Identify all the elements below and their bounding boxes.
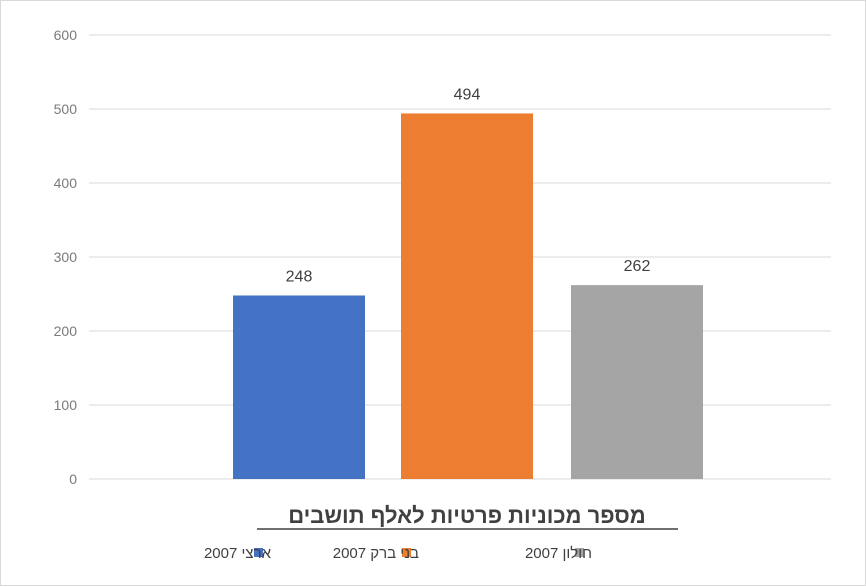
bar-2 <box>401 113 533 479</box>
y-tick-label: 100 <box>54 397 78 413</box>
bar-3 <box>571 285 703 479</box>
data-label-2: 494 <box>454 86 481 103</box>
legend-label-1: ארצי 2007 <box>204 545 272 562</box>
y-axis-ticks: 0 100 200 300 400 500 600 <box>54 27 78 487</box>
bar-1 <box>233 295 365 479</box>
legend-swatch-3 <box>575 548 584 557</box>
bars <box>233 113 703 479</box>
data-label-3: 262 <box>624 258 651 275</box>
y-tick-label: 200 <box>54 323 78 339</box>
y-tick-label: 600 <box>54 27 78 43</box>
chart-title: מספר מכוניות פרטיות לאלף תושבים <box>288 503 646 528</box>
legend-swatch-1 <box>254 548 263 557</box>
legend-label-2: בני ברק 2007 <box>333 545 419 562</box>
data-label-1: 248 <box>286 268 313 285</box>
y-tick-label: 0 <box>69 471 77 487</box>
legend-label-3: חולון 2007 <box>525 545 592 562</box>
legend: ארצי 2007 בני ברק 2007 חולון 2007 <box>204 545 592 562</box>
legend-swatch-2 <box>402 548 411 557</box>
y-tick-label: 500 <box>54 101 78 117</box>
y-tick-label: 400 <box>54 175 78 191</box>
data-labels: 248 494 262 <box>286 86 651 285</box>
y-tick-label: 300 <box>54 249 78 265</box>
